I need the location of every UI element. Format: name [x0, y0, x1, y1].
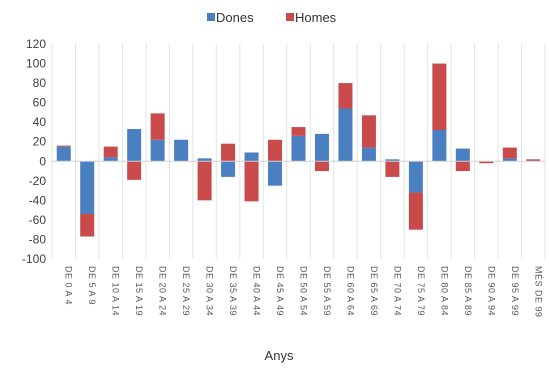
x-tick-label: DE 20 A 24 — [158, 266, 168, 316]
bar-homes — [150, 113, 165, 140]
bar-homes — [432, 63, 447, 130]
bar-dones — [338, 108, 353, 162]
x-tick-label: DE 80 A 84 — [439, 266, 449, 316]
x-tick-label: DE 45 A 49 — [275, 266, 285, 316]
bar-dones — [268, 161, 283, 186]
bar-dones — [150, 139, 165, 162]
bar-dones — [80, 161, 95, 215]
x-tick-label: DE 40 A 44 — [252, 266, 262, 316]
x-tick-label: DE 65 A 69 — [369, 266, 379, 316]
x-tick-label: DE 60 A 64 — [345, 266, 355, 316]
bar-dones — [432, 130, 447, 162]
bar-homes — [197, 161, 212, 201]
bar-dones — [56, 146, 71, 162]
bar-homes — [127, 161, 142, 180]
x-tick-label: DE 15 A 19 — [134, 266, 144, 316]
y-tick-label: -40 — [29, 193, 47, 207]
x-tick-label: DE 55 A 59 — [322, 266, 332, 316]
bar-dones — [291, 135, 306, 162]
bar-homes — [291, 127, 306, 136]
bar-homes — [385, 161, 400, 177]
bar-homes — [80, 214, 95, 237]
x-tick-label: DE 30 A 34 — [205, 266, 215, 316]
y-tick-label: 60 — [33, 96, 47, 110]
y-tick-label: -20 — [29, 174, 47, 188]
bars — [56, 63, 541, 237]
bar-dones — [197, 158, 212, 162]
x-tick-label: DE 75 A 79 — [416, 266, 426, 316]
bar-homes — [221, 143, 236, 162]
bar-homes — [408, 192, 423, 230]
y-tick-label: -100 — [22, 252, 46, 266]
y-tick-label: 40 — [33, 115, 47, 129]
bar-dones — [361, 147, 376, 162]
x-tick-label: DE 10 A 14 — [111, 266, 121, 316]
x-tick-label: DE 0 A 4 — [64, 266, 74, 305]
bar-homes — [361, 115, 376, 148]
axes: -100 -80 -60 -40 -20 0 20 40 60 80 100 120 DE 0 A 4 D… — [22, 37, 545, 318]
bar-homes — [455, 161, 470, 172]
legend-label-homes: Homes — [295, 10, 337, 25]
bar-dones — [174, 139, 189, 162]
bar-dones — [502, 158, 517, 162]
y-tick-label: 120 — [26, 37, 46, 51]
bar-homes — [103, 146, 118, 158]
x-tick-label: DE 35 A 39 — [228, 266, 238, 316]
bar-dones — [127, 129, 142, 162]
bar-homes — [314, 161, 329, 172]
y-tick-label: -80 — [29, 232, 47, 246]
x-tick-label: DE 95 A 99 — [510, 266, 520, 316]
x-tick-label: DE 70 A 74 — [392, 266, 402, 316]
x-tick-label: MÉS DE 99 — [533, 266, 543, 318]
x-tick-label: DE 25 A 29 — [181, 266, 191, 316]
bar-dones — [455, 148, 470, 162]
legend-swatch-dones — [207, 13, 215, 21]
legend: Dones Homes — [207, 10, 337, 25]
bar-homes — [526, 159, 541, 162]
bar-homes — [479, 161, 494, 164]
x-tick-label: DE 90 A 94 — [486, 266, 496, 316]
bar-dones — [385, 159, 400, 162]
legend-label-dones: Dones — [216, 10, 254, 25]
x-axis-title: Anys — [265, 348, 294, 363]
bar-dones — [244, 152, 259, 162]
y-tick-label: 80 — [33, 76, 47, 90]
bar-dones — [408, 161, 423, 193]
x-tick-label: DE 5 A 9 — [87, 266, 97, 305]
x-tick-label: DE 50 A 54 — [299, 266, 309, 316]
y-tick-label: -60 — [29, 213, 47, 227]
bar-homes — [338, 83, 353, 109]
gridlines — [51, 44, 546, 259]
bar-homes — [502, 147, 517, 159]
bar-homes — [268, 139, 283, 162]
bar-homes — [244, 161, 259, 202]
bar-dones — [221, 161, 236, 177]
bar-homes — [56, 145, 71, 147]
y-tick-label: 20 — [33, 135, 47, 149]
y-tick-label: 0 — [39, 154, 46, 168]
y-tick-label: 100 — [26, 57, 46, 71]
bar-dones — [314, 133, 329, 162]
x-tick-label: DE 85 A 89 — [463, 266, 473, 316]
bar-dones — [103, 157, 118, 162]
legend-swatch-homes — [286, 13, 294, 21]
